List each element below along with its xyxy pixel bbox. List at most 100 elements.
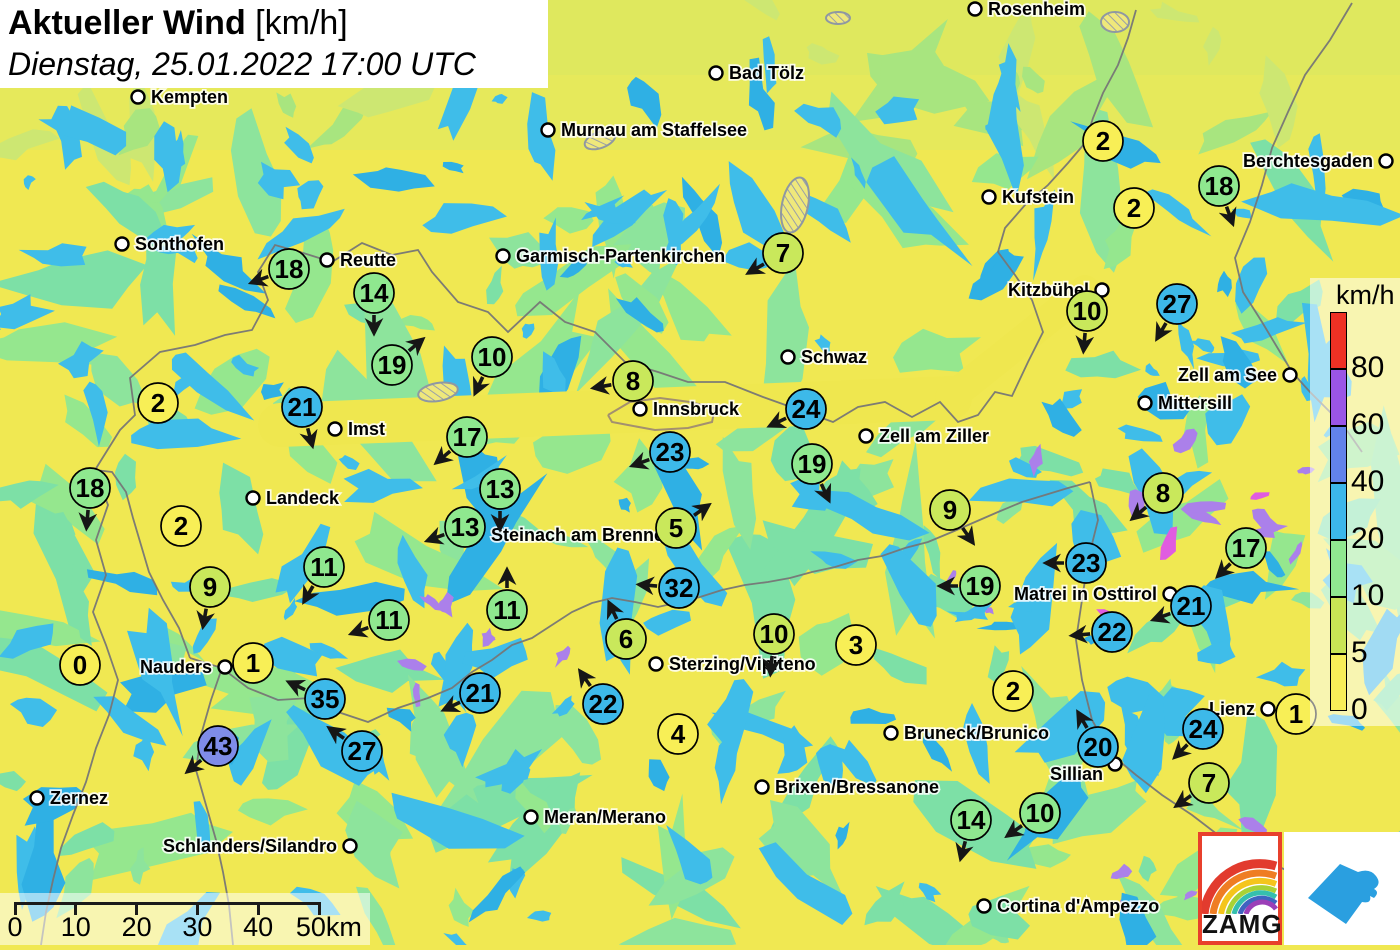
city-rosenheim: Rosenheim [967,0,1087,21]
wind-direction-arrow [1076,709,1094,731]
wind-speed-circle [605,618,647,660]
city-marker-dot [883,725,899,741]
scale-label: 30 [182,912,213,942]
wind-speed-value: 21 [466,678,495,708]
wind-speed-circle [368,599,410,641]
wind-station-2: 2 [1082,120,1124,162]
wind-speed-circle [950,799,992,841]
city-label: Rosenheim [988,0,1085,19]
wind-station-19: 19 [936,565,1001,607]
legend-color-40 [1330,426,1347,483]
wind-station-2: 2 [992,670,1034,712]
wind-speed-circle [992,670,1034,712]
wind-station-8: 8 [1129,472,1184,522]
city-marker-dot [29,790,45,806]
wind-speed-value: 18 [76,473,105,503]
wind-direction-arrow [433,445,454,466]
wind-speed-circle [658,567,700,609]
wind-station-10: 10 [471,336,513,397]
city-marker-dot [967,1,983,17]
wind-station-2: 2 [137,382,179,424]
wind-speed-value: 5 [669,513,683,543]
wind-speed-circle [353,272,395,314]
city-label: Landeck [266,488,340,508]
wind-direction-arrow [405,336,426,357]
wind-direction-arrow [78,509,98,532]
wind-speed-circle [444,506,486,548]
wind-speed-circle [1077,726,1119,768]
wind-speed-circle [582,683,624,725]
wind-direction-arrow [247,268,269,287]
wind-station-10: 10 [753,613,795,678]
wind-direction-arrow [1155,320,1173,342]
wind-station-9: 9 [929,489,976,546]
city-kempten: Kempten [130,85,230,109]
wind-direction-arrow [691,502,712,522]
city-label: Innsbruck [653,399,740,419]
scale-label: 20 [121,912,152,942]
wind-speed-value: 7 [776,238,790,268]
zamg-rainbow-icon [1199,859,1279,915]
wind-direction-arrow [762,655,782,678]
page-title: Aktueller Wind [km/h] [8,3,538,43]
legend-tick-20: 20 [1351,522,1385,555]
wind-station-17: 17 [1215,527,1267,579]
wind-speed-value: 19 [378,350,407,380]
wind-speed-circle [1142,472,1184,514]
wind-station-21: 21 [1149,585,1212,627]
legend-color-0 [1330,654,1347,711]
wind-speed-value: 24 [1189,714,1218,744]
wind-station-18: 18 [1198,165,1240,228]
city-marker-dot [648,656,664,672]
wind-station-19: 19 [791,443,833,504]
title-datetime: Dienstag, 25.01.2022 17:00 UTC [8,46,476,82]
wind-speed-circle [197,725,239,767]
legend-tick-0: 0 [1351,693,1368,726]
wind-speed-value: 2 [174,511,188,541]
scale-label: 40 [243,912,274,942]
wind-station-10: 10 [1004,792,1061,839]
wind-speed-value: 2 [1127,193,1141,223]
city-berchtesgaden: Berchtesgaden [1241,149,1394,173]
wind-direction-arrow [766,411,788,429]
city-marker-dot [708,65,724,81]
tirol-mountain-icon [1308,864,1379,924]
wind-speed-circle [446,416,488,458]
wind-direction-arrow [472,375,490,397]
scale-tick [195,902,199,915]
city-marker-dot [976,898,992,914]
border-line [94,469,191,659]
city-label: Sterzing/Vipiteno [669,654,816,674]
city-label: Matrei in Osttirol [1014,584,1157,604]
city-marker-dot [858,428,874,444]
city-label: Sillian [1050,764,1103,784]
wind-speed-value: 10 [1026,798,1055,828]
city-label: Murnau am Staffelsee [561,120,747,140]
wind-speed-value: 2 [151,388,165,418]
wind-direction-arrow [1068,624,1091,644]
wind-direction-arrow [956,525,976,546]
wind-speed-circle [1182,708,1224,750]
city-bad-t-lz: Bad Tölz [708,61,806,85]
wind-speed-value: 20 [1084,732,1113,762]
city-marker-dot [245,490,261,506]
wind-station-2: 2 [160,505,202,547]
wind-direction-arrow [1004,819,1025,839]
wind-station-13: 13 [423,506,486,548]
legend-color-20 [1330,483,1347,540]
wind-direction-arrow [814,482,832,504]
city-sonthofen: Sonthofen [114,232,226,256]
city-marker-dot [319,252,335,268]
wind-station-27: 27 [326,725,383,772]
wind-speed-circle [1066,290,1108,332]
wind-station-20: 20 [1076,709,1119,768]
wind-speed-circle [160,505,202,547]
wind-speed-value: 19 [798,449,827,479]
wind-station-14: 14 [950,799,992,863]
wind-speed-circle [655,507,697,549]
wind-speed-circle [1225,527,1267,569]
wind-speed-value: 1 [1289,699,1303,729]
wind-speed-value: 11 [310,552,338,582]
city-label: Nauders [140,657,212,677]
wind-station-23: 23 [628,431,691,473]
